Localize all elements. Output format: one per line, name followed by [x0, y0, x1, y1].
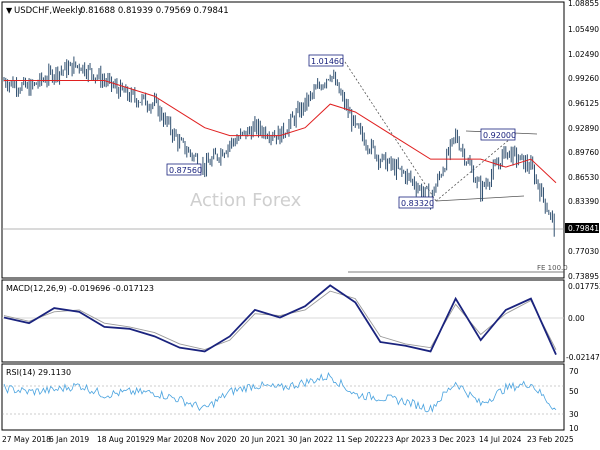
annotation-low-2021: 0.87560: [166, 163, 202, 176]
annotation-low-2023-text: 0.83320: [401, 199, 434, 208]
annotation-high: 1.01460: [308, 54, 344, 67]
rsi-line: [3, 372, 557, 413]
annotation-low-2023: 0.83320: [398, 196, 434, 209]
x-tick: 8 Nov 2020: [193, 435, 236, 444]
x-tick: 14 Jul 2024: [479, 435, 522, 444]
x-tick: 11 Sep 2022: [336, 435, 384, 444]
rsi-y-tick: 30: [569, 410, 579, 419]
projection-dashed-2: [435, 133, 517, 202]
macd-y-tick: -0.021479: [566, 353, 600, 362]
watermark: Action Forex: [190, 190, 302, 211]
ohlc-values: 0.81688 0.81939 0.79569 0.79841: [80, 6, 229, 16]
header-arrow-icon: ▼: [6, 6, 13, 15]
chart-title: USDCHF,Weekly: [14, 6, 83, 16]
x-tick: 23 Apr 2023: [384, 435, 431, 444]
x-tick: 23 Feb 2025: [527, 435, 574, 444]
x-tick: 29 Mar 2020: [145, 435, 193, 444]
price-y-tick: 0.83390: [568, 197, 599, 206]
price-y-tick: 0.99260: [568, 74, 599, 83]
rsi-panel: [1, 363, 565, 431]
current-price-label: 0.79841: [568, 224, 599, 233]
rsi-y-tick: 10: [569, 424, 579, 433]
current-price-tag: 0.79841: [565, 223, 599, 233]
price-y-tick: 0.96125: [568, 99, 599, 108]
rsi-title: RSI(14) 29.1130: [6, 368, 71, 377]
trendline-lower: [435, 195, 525, 202]
macd-line: [3, 284, 557, 356]
price-y-tick: 0.73895: [568, 272, 599, 281]
macd-y-tick: 0.017753: [568, 282, 600, 291]
x-tick: 30 Jan 2022: [288, 435, 333, 444]
annotation-high-2024-text: 0.92000: [483, 131, 516, 140]
price-y-tick: 1.05490: [568, 25, 599, 34]
rsi-y-tick: 70: [569, 367, 579, 376]
fe-label: FE 100.0: [537, 264, 568, 272]
price-panel: [1, 1, 565, 279]
x-axis: 27 May 2018 6 Jan 2019 18 Aug 2019 29 Ma…: [2, 435, 574, 444]
price-y-tick: 1.08855: [568, 0, 599, 8]
x-tick: 6 Jan 2019: [49, 435, 89, 444]
macd-title: MACD(12,26,9) -0.019696 -0.017123: [6, 284, 154, 293]
x-tick: 20 Jun 2021: [240, 435, 285, 444]
price-bars: [3, 56, 555, 237]
x-tick: 3 Dec 2023: [432, 435, 475, 444]
x-tick: 27 May 2018: [2, 435, 51, 444]
ma-line: [4, 80, 557, 184]
price-y-tick: 0.86530: [568, 173, 599, 182]
price-y-tick: 0.92890: [568, 124, 599, 133]
price-y-axis: 1.08855 1.05490 1.02490 0.99260 0.96125 …: [568, 0, 599, 281]
x-tick: 18 Aug 2019: [97, 435, 145, 444]
price-y-tick: 0.89760: [568, 148, 599, 157]
annotation-high-2024: 0.92000: [480, 128, 516, 141]
annotation-high-text: 1.01460: [311, 57, 344, 66]
rsi-y-tick: 50: [569, 387, 579, 396]
price-y-tick: 0.77030: [568, 247, 599, 256]
price-y-tick: 1.02490: [568, 50, 599, 59]
macd-signal-line: [3, 290, 557, 351]
macd-y-tick: 0.00: [568, 314, 585, 323]
annotation-low-2021-text: 0.87560: [169, 166, 202, 175]
